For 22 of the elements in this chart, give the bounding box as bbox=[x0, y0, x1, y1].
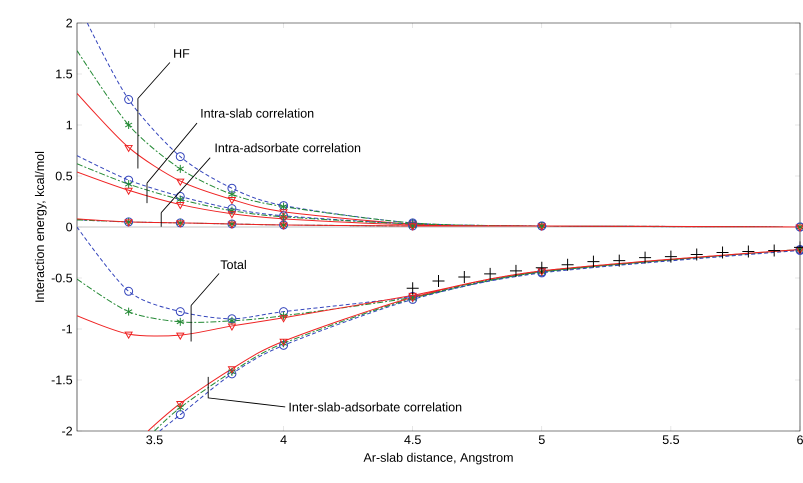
y-tick-label: 0.5 bbox=[56, 172, 72, 180]
y-tick-label: 1 bbox=[66, 120, 72, 130]
y-tick-label: -1 bbox=[62, 324, 72, 334]
x-tick-label: 4 bbox=[280, 435, 287, 444]
y-axis-title: Interaction energy, kcal/mol bbox=[34, 152, 47, 302]
annotation: Total bbox=[220, 260, 246, 270]
y-tick-label: 0 bbox=[66, 222, 72, 232]
x-tick-label: 3.5 bbox=[146, 435, 163, 444]
y-tick-label: -1.5 bbox=[52, 376, 72, 384]
annotation: Intra-slab correlation bbox=[201, 108, 314, 118]
x-tick-label: 5.5 bbox=[662, 435, 680, 444]
annotation: Inter-slab-adsorbate correlation bbox=[290, 402, 462, 412]
x-axis-title: Ar-slab distance, Angstrom bbox=[364, 452, 513, 464]
y-tick-label: -0.5 bbox=[52, 274, 72, 282]
x-tick-label: 4.5 bbox=[404, 435, 421, 444]
x-tick-label: 6 bbox=[797, 435, 803, 444]
y-tick-label: 1.5 bbox=[56, 70, 72, 78]
y-tick-label: -2 bbox=[62, 426, 72, 436]
x-tick-label: 5 bbox=[538, 435, 545, 444]
annotation: Intra-adsorbate correlation bbox=[216, 143, 360, 152]
annotation: HF bbox=[174, 49, 190, 58]
y-tick-label: 2 bbox=[66, 18, 72, 28]
